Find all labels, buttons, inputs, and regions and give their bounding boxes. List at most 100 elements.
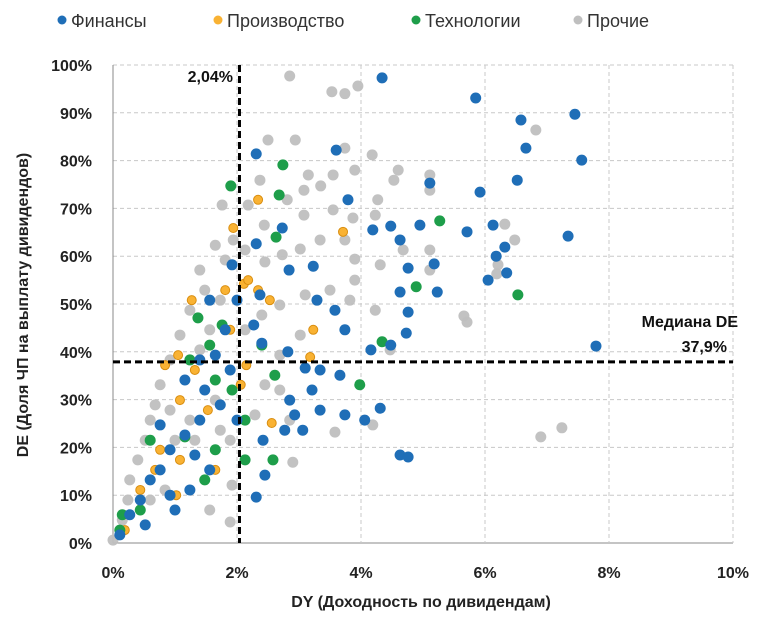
data-point <box>461 316 473 328</box>
x-axis-title: DY (Доходность по дивидендам) <box>291 594 551 611</box>
data-point <box>257 434 269 446</box>
data-point <box>367 419 379 431</box>
data-point <box>424 244 436 256</box>
data-point <box>144 474 156 486</box>
data-point <box>227 234 239 246</box>
data-point <box>242 199 254 211</box>
data-point <box>250 238 262 250</box>
data-point <box>276 249 288 261</box>
data-point <box>144 434 156 446</box>
data-point <box>562 230 574 242</box>
data-point <box>189 434 201 446</box>
data-point <box>366 149 378 161</box>
data-point <box>576 154 588 166</box>
data-point <box>297 424 309 436</box>
data-point <box>254 289 266 301</box>
data-point <box>338 226 349 237</box>
x-tick-label: 0% <box>101 565 124 582</box>
data-point <box>376 72 388 84</box>
data-point <box>314 234 326 246</box>
data-point <box>189 449 201 461</box>
data-point <box>339 409 351 421</box>
data-point <box>184 304 196 316</box>
data-point <box>259 256 271 268</box>
data-point <box>124 474 136 486</box>
data-point <box>259 469 271 481</box>
y-tick-label: 0% <box>69 536 92 553</box>
data-point <box>209 349 221 361</box>
data-point <box>314 364 326 376</box>
y-tick-label: 90% <box>60 106 92 123</box>
data-point <box>220 285 231 296</box>
data-point <box>394 286 406 298</box>
data-point <box>194 414 206 426</box>
data-point <box>139 519 151 531</box>
data-point <box>124 509 136 521</box>
data-point <box>204 294 216 306</box>
data-point <box>367 224 379 236</box>
y-tick-label: 70% <box>60 201 92 218</box>
data-point <box>501 267 513 279</box>
data-point <box>461 226 473 238</box>
data-point <box>342 194 354 206</box>
data-point <box>214 294 226 306</box>
data-point <box>277 159 289 171</box>
data-point <box>154 464 166 476</box>
data-point <box>512 289 524 301</box>
data-point <box>388 174 400 186</box>
data-point <box>492 259 504 271</box>
data-point <box>402 451 414 463</box>
data-point <box>179 374 191 386</box>
data-point <box>209 444 221 456</box>
data-point <box>194 264 206 276</box>
data-point <box>174 329 186 341</box>
y-axis-ticks: 0% 10% 20% 30% 40% 50% 60% 70% 80% 90% 100% <box>51 58 92 553</box>
data-point <box>347 212 359 224</box>
data-point <box>339 324 351 336</box>
data-point <box>144 414 156 426</box>
data-point <box>256 337 268 349</box>
y-tick-label: 60% <box>60 249 92 266</box>
data-point <box>385 339 397 351</box>
data-point <box>267 454 279 466</box>
data-point <box>225 180 237 192</box>
data-point <box>155 444 166 455</box>
data-point <box>410 281 422 293</box>
data-point <box>339 234 351 246</box>
data-point <box>424 169 436 181</box>
grid <box>112 64 734 544</box>
data-point <box>164 489 176 501</box>
x-tick-label: 6% <box>473 565 496 582</box>
data-point <box>515 114 527 126</box>
data-point <box>204 464 216 476</box>
data-point <box>394 234 406 246</box>
data-point <box>270 231 282 243</box>
x-tick-label: 4% <box>349 565 372 582</box>
data-point <box>199 384 211 396</box>
data-point <box>154 379 166 391</box>
data-point <box>219 324 231 336</box>
data-point <box>298 184 310 196</box>
data-point <box>135 484 146 495</box>
data-point <box>339 88 351 100</box>
data-point <box>287 456 299 468</box>
legend: Финансы Производство Технологии Прочие <box>57 11 649 31</box>
data-point <box>374 402 386 414</box>
data-point <box>474 186 486 198</box>
data-point <box>482 274 494 286</box>
data-point <box>307 260 319 272</box>
data-point <box>327 169 339 181</box>
data-point <box>511 174 523 186</box>
data-point <box>349 253 361 265</box>
data-point <box>224 364 236 376</box>
data-point <box>249 409 261 421</box>
data-point <box>374 259 386 271</box>
data-point <box>173 350 184 361</box>
data-point <box>354 379 366 391</box>
data-point <box>590 340 602 352</box>
data-point <box>204 324 216 336</box>
data-point <box>226 259 238 271</box>
data-point <box>189 364 200 375</box>
x-tick-label: 10% <box>717 565 749 582</box>
